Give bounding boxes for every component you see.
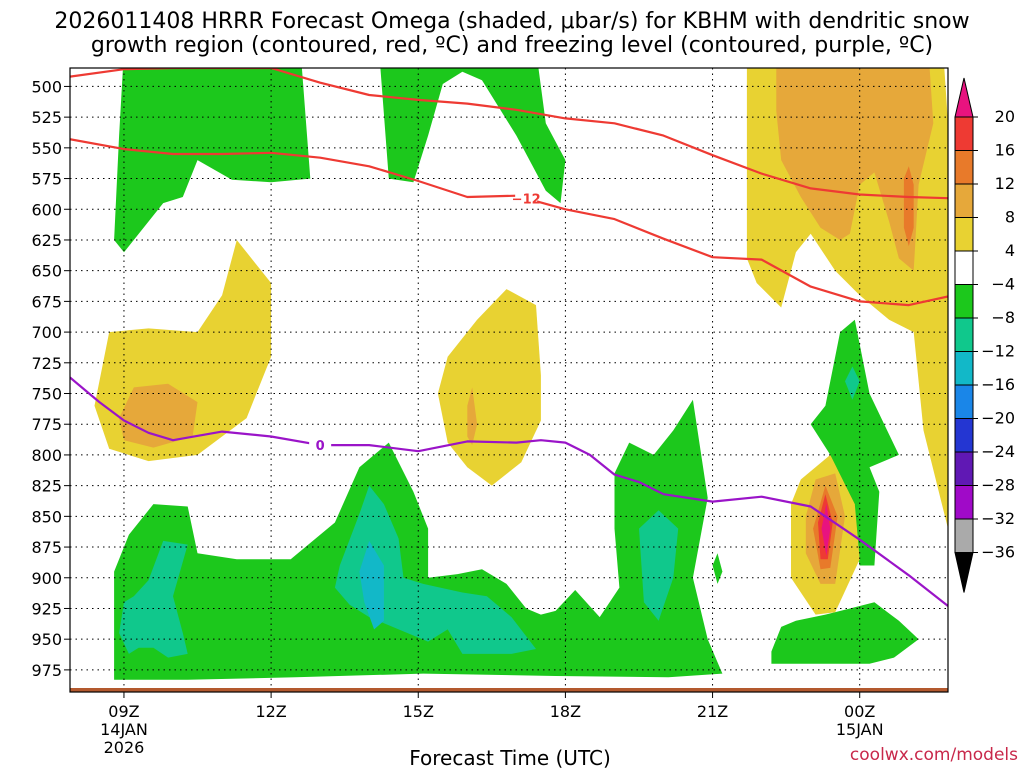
- omega-region-5: [467, 387, 478, 446]
- y-tick-label-550: 550: [31, 139, 62, 158]
- omega-region-7: [776, 68, 934, 271]
- omega-region-11: [334, 485, 536, 654]
- colorbar-label-3: 8: [1005, 208, 1015, 227]
- y-tick-label-875: 875: [31, 538, 62, 557]
- colorbar-segment-1: [954, 116, 974, 151]
- y-tick-label-675: 675: [31, 292, 62, 311]
- contour-labels: −12 0: [309, 190, 541, 454]
- colorbar-segment-11: [954, 451, 974, 486]
- omega-shading: [94, 68, 948, 680]
- colorbar-label-13: −36: [981, 543, 1015, 562]
- y-tick-label-575: 575: [31, 170, 62, 189]
- colorbar-label-12: −32: [981, 509, 1015, 528]
- plot-area: [70, 68, 948, 692]
- colorbar-label-0: 20: [995, 107, 1015, 126]
- contour-freezing_level: [70, 376, 948, 607]
- colorbar-segment-6: [954, 284, 974, 319]
- colorbar-label-4: 4: [1005, 241, 1015, 260]
- chart-title-line-1: 2026011408 HRRR Forecast Omega (shaded, …: [54, 9, 969, 34]
- omega-region-0: [114, 68, 311, 253]
- omega-region-13: [639, 510, 679, 621]
- omega-region-16: [845, 366, 860, 400]
- colorbar-top-arrow: [954, 77, 974, 118]
- y-tick-label-800: 800: [31, 446, 62, 465]
- x-axis-label: Forecast Time (UTC): [409, 746, 611, 768]
- x-tick-label-09Z: 09Z: [108, 702, 139, 721]
- x-tick-label-18Z: 18Z: [550, 702, 581, 721]
- ground-surface: [70, 688, 948, 692]
- x-tick-label-15Z: 15Z: [403, 702, 434, 721]
- colorbar-segment-9: [954, 384, 974, 419]
- contour-label-bg-dgz_lower: [515, 190, 538, 206]
- colorbar-segment-3: [954, 183, 974, 218]
- y-tick-label-600: 600: [31, 200, 62, 219]
- x-tick-label-21Z: 21Z: [697, 702, 728, 721]
- watermark: coolwx.com/models: [850, 745, 1018, 765]
- omega-region-12: [359, 540, 384, 630]
- colorbar-segment-7: [954, 317, 974, 352]
- colorbar-label-10: −24: [981, 442, 1015, 461]
- y-tick-label-775: 775: [31, 415, 62, 434]
- omega-region-4: [437, 289, 541, 486]
- y-tick-label-950: 950: [31, 630, 62, 649]
- colorbar-segment-8: [954, 351, 974, 386]
- x-date-label-00Z: 15JAN: [836, 720, 884, 739]
- grid-lines: [70, 68, 948, 692]
- y-tick-label-650: 650: [31, 262, 62, 281]
- y-tick-label-750: 750: [31, 385, 62, 404]
- plot-frame: [69, 67, 949, 693]
- colorbar-label-5: −4: [991, 275, 1015, 294]
- omega-region-8: [903, 166, 914, 247]
- colorbar: 20 16 12 8 4 −4 −8 −12 −16 −20 −24 −28 −32 −36: [954, 77, 1015, 593]
- contour-label-bg-freezing_level: [309, 437, 332, 453]
- omega-region-10: [119, 540, 188, 658]
- colorbar-label-6: −8: [991, 308, 1015, 327]
- colorbar-label-11: −28: [981, 476, 1015, 495]
- y-tick-label-825: 825: [31, 477, 62, 496]
- contour-label-dgz_lower: −12: [512, 192, 541, 207]
- y-tick-label-500: 500: [31, 77, 62, 96]
- colorbar-label-2: 12: [995, 174, 1015, 193]
- colorbar-segment-5: [954, 250, 974, 285]
- y-tick-label-700: 700: [31, 323, 62, 342]
- chart-title-line-2: growth region (contoured, red, ºC) and f…: [91, 33, 933, 58]
- omega-region-9: [114, 399, 723, 680]
- colorbar-label-7: −12: [981, 342, 1015, 361]
- y-tick-label-525: 525: [31, 108, 62, 127]
- colorbar-segment-12: [954, 485, 974, 520]
- colorbar-label-9: −20: [981, 409, 1015, 428]
- colorbar-segment-4: [954, 217, 974, 252]
- x-tick-label-00Z: 00Z: [844, 702, 875, 721]
- contour-dgz_upper: [70, 68, 948, 200]
- omega-region-17: [712, 553, 723, 584]
- x-tick-label-12Z: 12Z: [255, 702, 286, 721]
- y-tick-label-975: 975: [31, 661, 62, 680]
- contour-label-freezing_level: 0: [316, 439, 325, 454]
- omega-region-1: [380, 68, 566, 204]
- colorbar-label-1: 16: [995, 141, 1015, 160]
- omega-region-15: [810, 319, 899, 566]
- y-tick-label-850: 850: [31, 507, 62, 526]
- omega-region-14: [771, 602, 919, 664]
- y-tick-label-725: 725: [31, 354, 62, 373]
- colorbar-label-8: −16: [981, 375, 1015, 394]
- x-date-label-09Z: 14JAN: [100, 720, 148, 739]
- y-tick-label-925: 925: [31, 599, 62, 618]
- x-year-label-09Z: 2026: [104, 738, 145, 757]
- y-axis-pressure: 500 525 550 575 600 625 650 675 700 725 750 775 800 8…: [31, 77, 70, 680]
- colorbar-segment-10: [954, 418, 974, 453]
- colorbar-bottom-arrow: [954, 552, 974, 593]
- omega-region-3: [119, 383, 198, 448]
- colorbar-segment-13: [954, 518, 974, 553]
- colorbar-segment-2: [954, 150, 974, 185]
- y-tick-label-625: 625: [31, 231, 62, 250]
- y-tick-label-900: 900: [31, 569, 62, 588]
